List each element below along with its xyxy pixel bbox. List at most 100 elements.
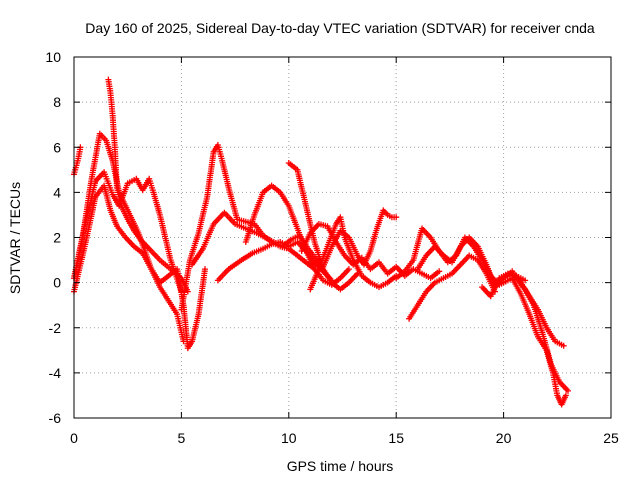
data-point (139, 250, 154, 271)
data-point (225, 184, 240, 221)
data-point (221, 209, 237, 226)
data-point (513, 275, 527, 291)
data-point (75, 146, 83, 162)
data-point (393, 214, 400, 221)
data-point (431, 243, 445, 257)
series-arc-13 (320, 207, 400, 270)
data-point (376, 280, 389, 291)
series-arc-11 (298, 221, 443, 282)
data-point (509, 275, 523, 295)
data-point (388, 214, 398, 221)
data-point (337, 267, 351, 282)
data-point (345, 266, 352, 273)
data-point (131, 227, 143, 241)
data-point (384, 211, 393, 220)
y-tick-label: 2 (53, 230, 61, 246)
data-point (156, 257, 172, 271)
y-tick-label: 0 (53, 275, 61, 291)
data-point (543, 347, 556, 374)
data-point (367, 227, 380, 254)
data-layer (71, 76, 571, 408)
data-point (496, 271, 509, 282)
data-point (195, 196, 210, 236)
data-point (556, 378, 570, 393)
x-tick-label: 10 (281, 430, 297, 446)
data-point (287, 233, 301, 243)
data-point (122, 234, 136, 248)
data-point (156, 274, 170, 286)
data-point (187, 232, 201, 264)
data-point (96, 130, 108, 142)
data-point (367, 279, 380, 289)
data-point (81, 180, 98, 230)
data-point (457, 254, 471, 268)
series-arc-10 (285, 160, 361, 293)
data-point (384, 274, 398, 286)
data-point (199, 223, 216, 252)
data-point (219, 157, 232, 189)
data-point (285, 202, 300, 230)
data-point (260, 184, 273, 196)
data-point (260, 242, 273, 252)
data-point (189, 313, 202, 345)
data-point (367, 260, 381, 273)
data-point (114, 223, 128, 239)
data-point (358, 272, 372, 285)
data-point (294, 166, 309, 207)
series-arc-1 (71, 144, 84, 178)
data-point (474, 243, 489, 266)
chart-title: Day 160 of 2025, Sidereal Day-to-day VTE… (85, 20, 595, 36)
data-point (361, 250, 373, 268)
data-point (277, 239, 290, 249)
data-point (324, 223, 339, 250)
data-point (251, 221, 265, 237)
data-point (184, 340, 195, 352)
data-point (202, 266, 208, 273)
data-point (101, 169, 111, 185)
data-point (81, 196, 98, 250)
data-point (277, 189, 291, 207)
data-point (195, 268, 208, 318)
data-point (522, 286, 536, 307)
data-point (189, 247, 205, 268)
data-point (315, 245, 330, 273)
y-tick-label: -2 (49, 320, 62, 336)
data-point (483, 261, 498, 289)
data-point (156, 211, 174, 261)
data-point (124, 216, 137, 232)
data-point (350, 257, 364, 277)
data-point (487, 277, 502, 300)
data-point (535, 333, 549, 352)
data-point (345, 272, 360, 286)
data-point (320, 245, 334, 270)
data-point (249, 246, 264, 257)
data-point (530, 302, 545, 334)
x-tick-label: 15 (388, 430, 404, 446)
data-point (393, 269, 407, 282)
tick-layer: 0 5 10 15 20 25 -6 -4 -2 0 2 4 6 8 10 (45, 49, 619, 446)
data-point (107, 207, 120, 228)
data-point (337, 227, 351, 240)
y-tick-label: 10 (45, 49, 61, 65)
y-tick-label: -6 (49, 410, 62, 426)
data-point (262, 234, 275, 244)
data-point (251, 191, 266, 218)
y-tick-label: 8 (53, 94, 61, 110)
data-point (129, 216, 141, 235)
data-point (105, 180, 115, 196)
data-point (167, 266, 183, 280)
x-axis-label: GPS time / hours (287, 458, 394, 474)
data-point (449, 263, 463, 277)
y-tick-label: -4 (49, 365, 62, 381)
x-tick-label: 25 (603, 430, 619, 446)
data-point (214, 267, 231, 284)
data-point (384, 265, 398, 277)
data-point (307, 222, 321, 236)
data-point (562, 392, 569, 399)
data-point (436, 268, 443, 275)
series-arc-3 (71, 169, 185, 295)
data-point (427, 269, 441, 282)
data-point (210, 211, 226, 227)
data-point (380, 207, 390, 217)
